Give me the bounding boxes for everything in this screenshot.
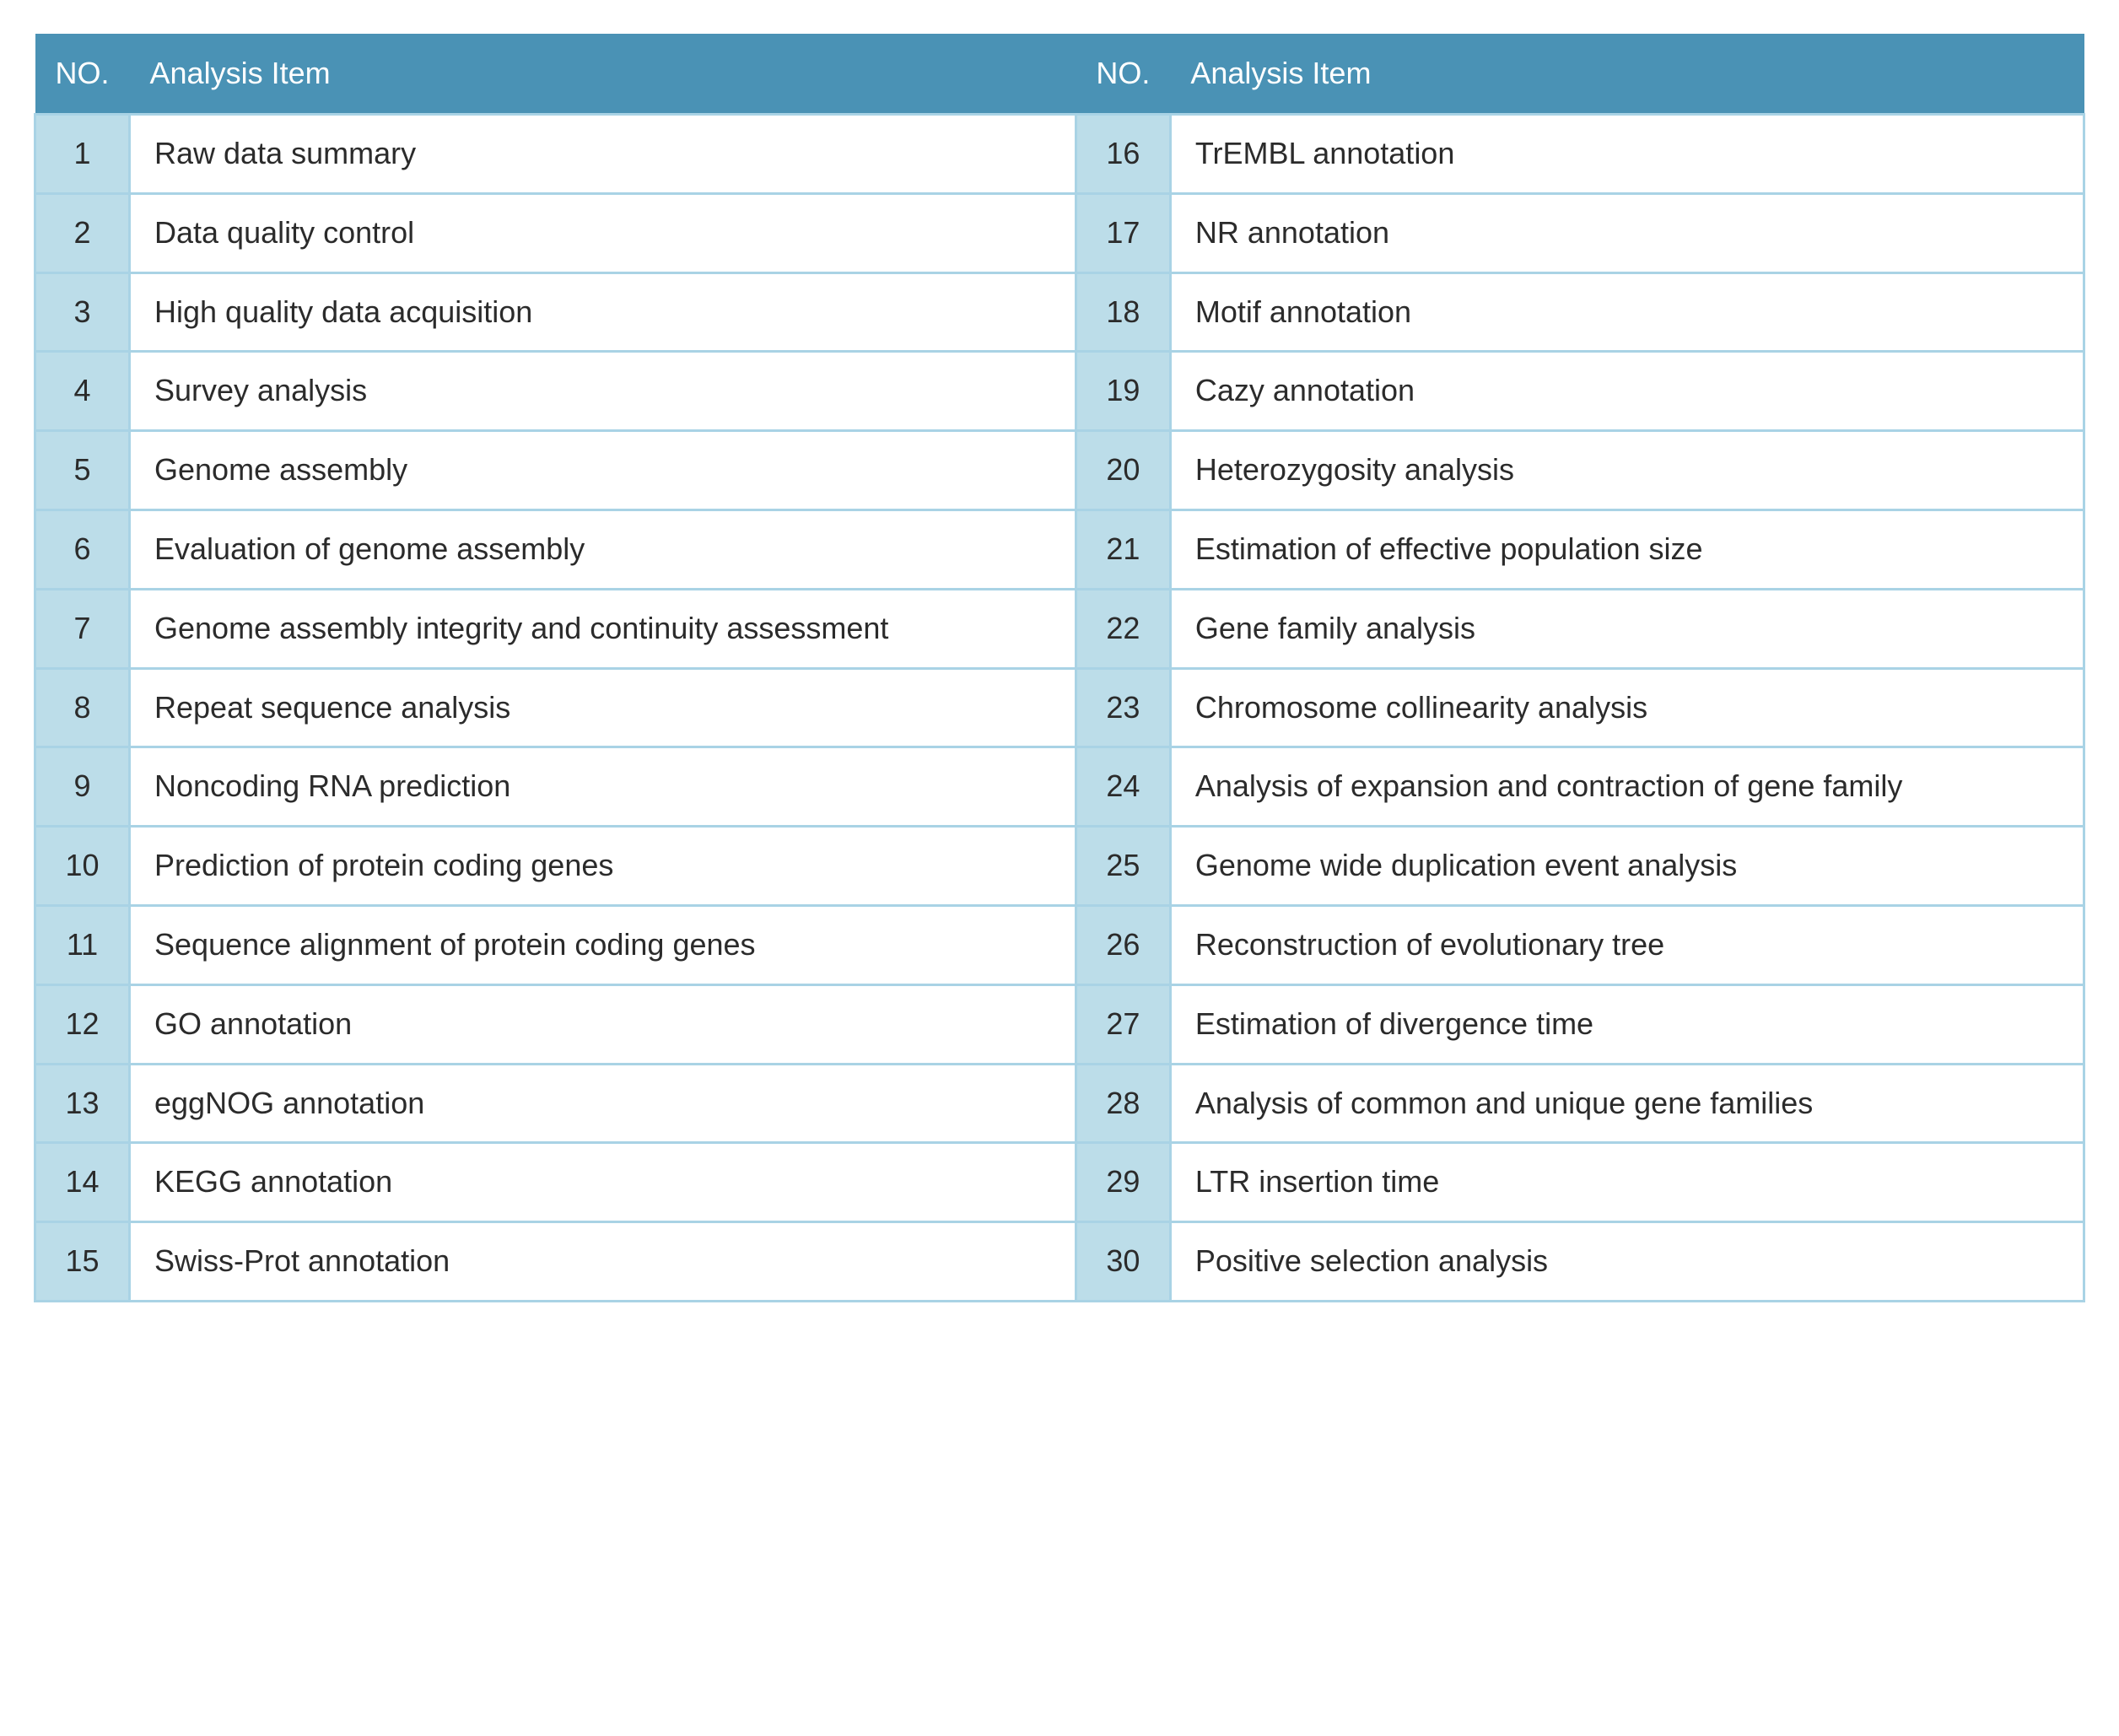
row-no-cell: 16 <box>1076 115 1170 194</box>
row-item-cell: eggNOG annotation <box>130 1064 1076 1143</box>
table-row: 5Genome assembly20Heterozygosity analysi… <box>35 431 2084 510</box>
row-item-cell: Survey analysis <box>130 352 1076 431</box>
row-item-cell: TrEMBL annotation <box>1170 115 2084 194</box>
row-no-cell: 3 <box>35 272 130 352</box>
row-item-cell: Genome assembly <box>130 431 1076 510</box>
analysis-table: NO. Analysis Item NO. Analysis Item 1Raw… <box>34 34 2085 1302</box>
table-row: 15Swiss-Prot annotation30Positive select… <box>35 1222 2084 1302</box>
table-row: 10Prediction of protein coding genes25Ge… <box>35 827 2084 906</box>
row-item-cell: Gene family analysis <box>1170 589 2084 668</box>
row-item-cell: KEGG annotation <box>130 1143 1076 1222</box>
row-no-cell: 5 <box>35 431 130 510</box>
row-item-cell: Cazy annotation <box>1170 352 2084 431</box>
table-row: 6Evaluation of genome assembly21Estimati… <box>35 509 2084 589</box>
table-row: 8Repeat sequence analysis23Chromosome co… <box>35 668 2084 747</box>
row-item-cell: Estimation of effective population size <box>1170 509 2084 589</box>
row-item-cell: Genome assembly integrity and continuity… <box>130 589 1076 668</box>
row-no-cell: 25 <box>1076 827 1170 906</box>
table-row: 1Raw data summary16TrEMBL annotation <box>35 115 2084 194</box>
header-no-left: NO. <box>35 34 130 115</box>
table-row: 7Genome assembly integrity and continuit… <box>35 589 2084 668</box>
row-no-cell: 30 <box>1076 1222 1170 1302</box>
table-header-row: NO. Analysis Item NO. Analysis Item <box>35 34 2084 115</box>
row-no-cell: 11 <box>35 905 130 984</box>
header-item-right: Analysis Item <box>1170 34 2084 115</box>
row-no-cell: 24 <box>1076 747 1170 827</box>
row-item-cell: Prediction of protein coding genes <box>130 827 1076 906</box>
row-no-cell: 19 <box>1076 352 1170 431</box>
row-no-cell: 6 <box>35 509 130 589</box>
analysis-table-container: NO. Analysis Item NO. Analysis Item 1Raw… <box>34 34 2085 1302</box>
row-no-cell: 22 <box>1076 589 1170 668</box>
row-item-cell: Motif annotation <box>1170 272 2084 352</box>
row-item-cell: Analysis of expansion and contraction of… <box>1170 747 2084 827</box>
header-item-left: Analysis Item <box>130 34 1076 115</box>
row-no-cell: 12 <box>35 984 130 1064</box>
row-item-cell: Positive selection analysis <box>1170 1222 2084 1302</box>
row-no-cell: 13 <box>35 1064 130 1143</box>
table-row: 11Sequence alignment of protein coding g… <box>35 905 2084 984</box>
row-no-cell: 17 <box>1076 193 1170 272</box>
table-row: 13eggNOG annotation28Analysis of common … <box>35 1064 2084 1143</box>
table-body: 1Raw data summary16TrEMBL annotation2Dat… <box>35 115 2084 1302</box>
row-no-cell: 7 <box>35 589 130 668</box>
table-row: 12GO annotation27Estimation of divergenc… <box>35 984 2084 1064</box>
row-no-cell: 2 <box>35 193 130 272</box>
table-row: 3High quality data acquisition18Motif an… <box>35 272 2084 352</box>
row-item-cell: Heterozygosity analysis <box>1170 431 2084 510</box>
row-item-cell: Swiss-Prot annotation <box>130 1222 1076 1302</box>
table-row: 14KEGG annotation29LTR insertion time <box>35 1143 2084 1222</box>
row-no-cell: 1 <box>35 115 130 194</box>
row-no-cell: 21 <box>1076 509 1170 589</box>
row-item-cell: Data quality control <box>130 193 1076 272</box>
row-no-cell: 27 <box>1076 984 1170 1064</box>
row-item-cell: LTR insertion time <box>1170 1143 2084 1222</box>
row-no-cell: 15 <box>35 1222 130 1302</box>
row-no-cell: 14 <box>35 1143 130 1222</box>
row-item-cell: Genome wide duplication event analysis <box>1170 827 2084 906</box>
row-no-cell: 28 <box>1076 1064 1170 1143</box>
row-item-cell: Sequence alignment of protein coding gen… <box>130 905 1076 984</box>
row-no-cell: 26 <box>1076 905 1170 984</box>
row-no-cell: 23 <box>1076 668 1170 747</box>
row-no-cell: 10 <box>35 827 130 906</box>
row-item-cell: Evaluation of genome assembly <box>130 509 1076 589</box>
row-item-cell: Chromosome collinearity analysis <box>1170 668 2084 747</box>
row-item-cell: NR annotation <box>1170 193 2084 272</box>
row-no-cell: 4 <box>35 352 130 431</box>
row-no-cell: 8 <box>35 668 130 747</box>
row-item-cell: Reconstruction of evolutionary tree <box>1170 905 2084 984</box>
table-row: 9Noncoding RNA prediction24Analysis of e… <box>35 747 2084 827</box>
row-no-cell: 18 <box>1076 272 1170 352</box>
row-no-cell: 29 <box>1076 1143 1170 1222</box>
row-item-cell: Repeat sequence analysis <box>130 668 1076 747</box>
row-item-cell: Estimation of divergence time <box>1170 984 2084 1064</box>
table-row: 4Survey analysis19Cazy annotation <box>35 352 2084 431</box>
row-item-cell: High quality data acquisition <box>130 272 1076 352</box>
row-no-cell: 20 <box>1076 431 1170 510</box>
row-item-cell: GO annotation <box>130 984 1076 1064</box>
row-item-cell: Noncoding RNA prediction <box>130 747 1076 827</box>
table-row: 2Data quality control17NR annotation <box>35 193 2084 272</box>
row-item-cell: Analysis of common and unique gene famil… <box>1170 1064 2084 1143</box>
header-no-right: NO. <box>1076 34 1170 115</box>
row-no-cell: 9 <box>35 747 130 827</box>
row-item-cell: Raw data summary <box>130 115 1076 194</box>
